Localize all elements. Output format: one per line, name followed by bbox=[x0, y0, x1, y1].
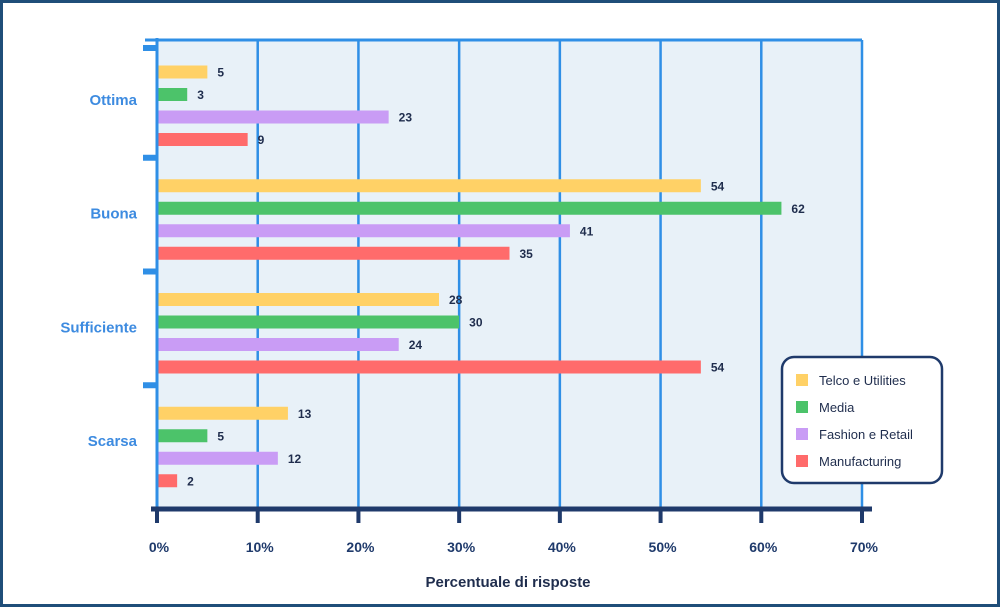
data-label-scarsa-3: 12 bbox=[288, 452, 302, 466]
x-axis-title: Percentuale di risposte bbox=[425, 574, 590, 591]
bar-scarsa-2 bbox=[157, 429, 208, 443]
data-label-buona-3: 41 bbox=[580, 224, 594, 238]
bar-ottima-1 bbox=[157, 65, 208, 79]
bar-scarsa-1 bbox=[157, 406, 288, 420]
category-label-sufficiente: Sufficiente bbox=[60, 319, 137, 336]
legend-swatch-3 bbox=[796, 428, 808, 440]
x-tick-label-20: 20% bbox=[346, 539, 375, 555]
data-label-ottima-4: 9 bbox=[258, 133, 265, 147]
x-tick-label-50: 50% bbox=[649, 539, 678, 555]
legend-swatch-1 bbox=[796, 374, 808, 386]
plot-area bbox=[157, 40, 862, 507]
data-label-buona-4: 35 bbox=[520, 247, 534, 261]
bar-buona-1 bbox=[157, 179, 701, 193]
bar-sufficiente-4 bbox=[157, 360, 701, 374]
data-label-ottima-3: 23 bbox=[399, 111, 413, 125]
x-tick-label-10: 10% bbox=[246, 539, 275, 555]
data-label-ottima-2: 3 bbox=[197, 88, 204, 102]
bar-scarsa-4 bbox=[157, 474, 178, 488]
data-label-sufficiente-1: 28 bbox=[449, 293, 463, 307]
legend-box bbox=[780, 355, 944, 485]
x-tick-label-70: 70% bbox=[850, 539, 879, 555]
data-label-sufficiente-4: 54 bbox=[711, 361, 725, 375]
bar-sufficiente-1 bbox=[157, 293, 439, 306]
legend-label-3: Fashion e Retail bbox=[819, 427, 913, 442]
bar-buona-4 bbox=[157, 246, 510, 260]
bar-sufficiente-3 bbox=[157, 338, 399, 351]
x-tick-label-60: 60% bbox=[749, 539, 778, 555]
legend-label-1: Telco e Utilities bbox=[819, 373, 906, 388]
data-label-scarsa-1: 13 bbox=[298, 407, 312, 421]
data-label-sufficiente-2: 30 bbox=[469, 316, 483, 330]
data-label-scarsa-2: 5 bbox=[217, 429, 224, 443]
bar-ottima-2 bbox=[157, 88, 188, 101]
legend-swatch-2 bbox=[796, 401, 808, 413]
legend-swatch-4 bbox=[796, 455, 808, 467]
bar-scarsa-3 bbox=[157, 451, 278, 465]
legend-label-4: Manufacturing bbox=[819, 454, 901, 469]
category-label-scarsa: Scarsa bbox=[88, 433, 138, 450]
data-label-sufficiente-3: 24 bbox=[409, 338, 423, 352]
x-tick-label-30: 30% bbox=[447, 539, 476, 555]
legend-label-2: Media bbox=[819, 400, 855, 415]
x-tick-label-0: 0% bbox=[149, 539, 170, 555]
bar-sufficiente-2 bbox=[157, 315, 460, 329]
bar-ottima-4 bbox=[157, 133, 248, 146]
data-label-scarsa-4: 2 bbox=[187, 474, 194, 488]
bar-buona-3 bbox=[157, 224, 570, 238]
category-label-ottima: Ottima bbox=[89, 92, 137, 109]
data-label-ottima-1: 5 bbox=[217, 66, 224, 80]
data-label-buona-1: 54 bbox=[711, 179, 725, 193]
bar-ottima-3 bbox=[157, 110, 389, 124]
data-label-buona-2: 62 bbox=[791, 202, 805, 216]
bar-buona-2 bbox=[157, 201, 782, 215]
x-tick-label-40: 40% bbox=[548, 539, 577, 555]
category-label-buona: Buona bbox=[90, 206, 137, 223]
